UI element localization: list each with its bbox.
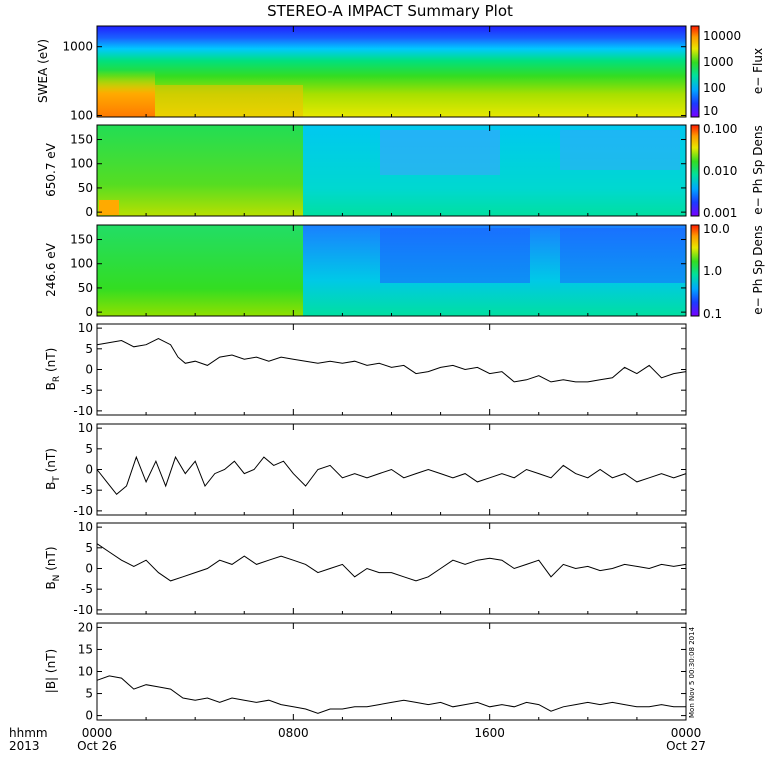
bt-ytick-label: 0	[85, 463, 93, 477]
bmag-series-line	[96, 675, 686, 714]
bt-ylabel-unit: (nT)	[44, 448, 58, 476]
br-ytick-label: 0	[85, 363, 93, 377]
time-tick-label: 1600	[474, 726, 505, 740]
br-frame	[96, 323, 687, 416]
swea-mid-energy-warm-region	[155, 85, 303, 117]
pad246-ytick-label: 0	[85, 305, 93, 319]
swea-colorbar-label: e− Flux	[751, 48, 765, 94]
pad-650-panel	[96, 124, 687, 217]
bt-ytick-label: -5	[81, 483, 93, 497]
bn-ylabel-main: B	[44, 581, 58, 589]
pad246-colorbar: 0.1 1.0 10.0 e− Ph Sp Dens	[690, 222, 765, 321]
pad650-colorbar-gradient	[690, 124, 700, 217]
swea-colorbar-tick-100: 100	[703, 81, 726, 95]
pad650-colorbar-label: e− Ph Sp Dens	[751, 125, 765, 214]
br-ytick-label: 10	[78, 321, 93, 335]
pad650-colorbar-tick-low: 0.001	[703, 206, 737, 220]
pad246-ytick-label: 50	[78, 281, 93, 295]
pad650-ytick-label: 150	[70, 133, 93, 147]
bn-ytick-label: -5	[81, 582, 93, 596]
pad650-ylabel: 650.7 eV	[44, 142, 58, 197]
bn-ylabel-sub: N	[52, 575, 62, 582]
pad246-ytick-label: 100	[70, 257, 93, 271]
swea-ylabel: SWEA (eV)	[36, 39, 50, 103]
pad246-ylabel: 246.6 eV	[44, 242, 58, 297]
br-series-line	[96, 337, 687, 383]
bn-ytick-label: 10	[78, 520, 93, 534]
pad246-colorbar-tick-low: 0.1	[703, 307, 722, 321]
bt-ylabel-main: B	[44, 482, 58, 490]
pad650-hot-spot	[99, 200, 119, 215]
pad246-ytick-label: 150	[70, 233, 93, 247]
pad-246-panel	[96, 224, 687, 317]
bt-ylabel-sub: T	[52, 476, 62, 483]
time-tick-label: 0000	[671, 726, 702, 740]
pad650-ytick-label: 0	[85, 205, 93, 219]
pad650-blue-patch-2	[560, 130, 680, 170]
br-ytick-label: -10	[73, 404, 93, 418]
time-axis-row1-label: hhmm	[9, 726, 48, 740]
bn-ytick-label: 0	[85, 562, 93, 576]
pad246-colorbar-label: e− Ph Sp Dens	[751, 225, 765, 314]
bt-ytick-label: 10	[78, 421, 93, 435]
time-tick-label: 0800	[278, 726, 309, 740]
pad650-ytick-label: 50	[78, 181, 93, 195]
br-ylabel-unit: (nT)	[44, 348, 58, 376]
time-tick-label: 0000	[82, 726, 113, 740]
time-date-label: Oct 26	[77, 739, 117, 753]
pad650-blue-patch-1	[380, 130, 500, 175]
br-ylabel-sub: R	[52, 376, 62, 382]
br-ytick-label: -5	[81, 383, 93, 397]
pad246-colorbar-tick-mid: 1.0	[703, 264, 722, 278]
bmag-ylabel: |B| (nT)	[44, 649, 58, 693]
chart-title: STEREO-A IMPACT Summary Plot	[267, 2, 513, 20]
bt-series-line	[96, 455, 687, 496]
swea-colorbar: 10 100 1000 10000 e− Flux	[690, 25, 765, 118]
bt-ytick-label: 5	[85, 442, 93, 456]
pad650-early-fill	[97, 125, 303, 216]
chart-marks: 10010000501001500501001501050-5-101050-5…	[62, 26, 706, 753]
swea-ytick-label: 1000	[62, 40, 93, 54]
pad246-colorbar-gradient	[690, 224, 700, 317]
pad246-blue-patch-1	[380, 228, 530, 283]
bmag-ytick-label: 20	[78, 620, 93, 634]
swea-spectrogram-panel	[96, 25, 687, 118]
bn-ylabel-unit: (nT)	[44, 546, 58, 574]
time-axis-row2-label: 2013	[9, 739, 40, 753]
br-ylabel-main: B	[44, 382, 58, 390]
bmag-ytick-label: 5	[85, 687, 93, 701]
bn-ytick-label: 5	[85, 541, 93, 555]
bt-ylabel: BT (nT)	[44, 448, 62, 490]
swea-ytick-label: 100	[70, 108, 93, 122]
pad650-ytick-label: 100	[70, 157, 93, 171]
bn-frame	[96, 522, 687, 615]
bmag-frame	[96, 622, 687, 721]
br-ytick-label: 5	[85, 342, 93, 356]
bt-ytick-label: -10	[73, 504, 93, 518]
swea-low-energy-hot-region	[97, 70, 155, 117]
swea-colorbar-tick-1000: 1000	[703, 55, 734, 69]
bmag-ytick-label: 10	[78, 665, 93, 679]
pad246-blue-patch-2	[560, 228, 685, 283]
bn-ylabel: BN (nT)	[44, 546, 62, 589]
bmag-ytick-label: 15	[78, 642, 93, 656]
swea-colorbar-tick-10: 10	[703, 104, 718, 118]
bn-series-line	[96, 543, 687, 582]
plot-timestamp: Mon Nov 5 00:30:08 2014	[688, 626, 696, 718]
pad650-colorbar-tick-high: 0.100	[703, 122, 737, 136]
bmag-ytick-label: 0	[85, 709, 93, 723]
br-ylabel: BR (nT)	[44, 348, 62, 391]
swea-colorbar-gradient	[690, 25, 700, 118]
pad650-colorbar-tick-mid: 0.010	[703, 164, 737, 178]
pad246-early-fill	[97, 225, 303, 316]
bn-ytick-label: -10	[73, 603, 93, 617]
time-date-label: Oct 27	[666, 739, 706, 753]
pad246-colorbar-tick-high: 10.0	[703, 222, 730, 236]
swea-colorbar-tick-10000: 10000	[703, 29, 741, 43]
pad650-colorbar: 0.001 0.010 0.100 e− Ph Sp Dens	[690, 122, 765, 220]
